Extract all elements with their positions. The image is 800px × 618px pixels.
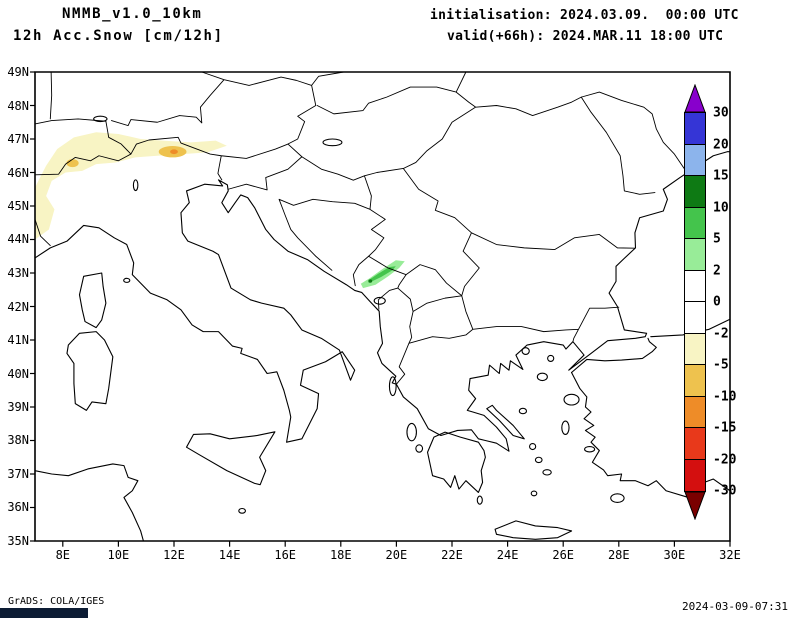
colorbar-level-label: 30 bbox=[713, 105, 729, 121]
coast-sardinia bbox=[67, 332, 113, 411]
coast-peloponnese bbox=[428, 432, 486, 492]
lon-label: 10E bbox=[107, 548, 130, 562]
lon-label: 30E bbox=[663, 548, 686, 562]
lon-label: 18E bbox=[329, 548, 352, 562]
grads-credit: GrADS: COLA/IGES bbox=[8, 596, 105, 607]
lat-label: 39N bbox=[7, 400, 29, 414]
lat-label: 40N bbox=[7, 366, 29, 381]
colorbar-segment bbox=[685, 459, 705, 491]
lon-label: 26E bbox=[552, 548, 575, 562]
colorbar-arrow-up-icon bbox=[684, 84, 706, 112]
lon-ticks bbox=[63, 541, 730, 547]
colorbar-level-label: -20 bbox=[713, 452, 737, 467]
lat-label: 41N bbox=[7, 333, 29, 347]
colorbar-segment bbox=[685, 428, 705, 460]
lat-label: 49N bbox=[7, 65, 29, 79]
colorbar-level-label: 2 bbox=[713, 263, 721, 278]
init-time-label: initialisation: 2024.03.09. 00:00 UTC bbox=[430, 8, 739, 23]
colorbar-segment bbox=[685, 113, 705, 145]
colorbar-scale bbox=[684, 112, 706, 492]
lat-label: 37N bbox=[7, 466, 29, 481]
lon-label: 24E bbox=[496, 548, 519, 562]
grads-corner-bar bbox=[0, 608, 88, 618]
map-canvas bbox=[35, 72, 730, 541]
colorbar-segment bbox=[685, 333, 705, 365]
colorbar-level-label: -5 bbox=[713, 357, 729, 373]
dinaric-snow-core bbox=[368, 279, 373, 283]
colorbar-segment bbox=[685, 144, 705, 176]
lon-label: 12E bbox=[163, 548, 185, 562]
alps-snow-moderate2 bbox=[66, 159, 79, 168]
alps-snow-strong bbox=[170, 149, 178, 155]
colorbar-level-label: 5 bbox=[713, 231, 721, 247]
colorbar-segment bbox=[685, 176, 705, 208]
valid-time-label: valid(+66h): 2024.MAR.11 18:00 UTC bbox=[447, 29, 724, 44]
lon-label: 16E bbox=[274, 548, 297, 562]
lat-label: 43N bbox=[7, 265, 29, 280]
lat-label: 35N bbox=[7, 534, 29, 548]
alps-snow-patch bbox=[35, 132, 227, 240]
lat-label: 42N bbox=[7, 299, 29, 314]
colorbar-level-label: -10 bbox=[713, 389, 737, 404]
colorbar-level-label: 15 bbox=[713, 168, 729, 184]
country-borders bbox=[35, 72, 687, 384]
lat-label: 47N bbox=[7, 132, 29, 146]
borders-central-europe bbox=[35, 72, 687, 246]
colorbar: 30 20 15 10 5 2 0 -2 -5 -10 -15 -20 -30 bbox=[684, 84, 746, 520]
colorbar-arrow-down-icon bbox=[684, 492, 706, 520]
lat-label: 36N bbox=[7, 500, 29, 515]
lat-ticks bbox=[30, 72, 35, 541]
lon-label: 28E bbox=[607, 548, 630, 562]
lat-label: 46N bbox=[7, 165, 29, 180]
lon-label: 22E bbox=[441, 548, 463, 562]
coast-europe-main bbox=[35, 152, 730, 451]
lakes bbox=[94, 116, 386, 304]
lon-label: 32E bbox=[719, 548, 741, 562]
coast-tunisia bbox=[35, 464, 143, 541]
map-plot-area: 49N 48N 47N 46N 45N 44N 43N 42N 41N 40N … bbox=[7, 72, 730, 541]
coast-crete bbox=[495, 521, 571, 539]
coast-turkey-marmara bbox=[572, 338, 657, 372]
coast-corsica bbox=[79, 273, 105, 328]
lat-label: 48N bbox=[7, 98, 29, 113]
coastlines bbox=[35, 116, 730, 541]
colorbar-level-label: 20 bbox=[713, 137, 729, 152]
colorbar-level-label: -2 bbox=[713, 326, 729, 341]
dinaric-snow-moderate bbox=[368, 266, 396, 284]
colorbar-segment bbox=[685, 239, 705, 271]
map-frame bbox=[35, 72, 730, 541]
colorbar-level-label: -30 bbox=[713, 483, 737, 499]
borders-balkans bbox=[279, 168, 635, 383]
coast-sicily bbox=[187, 432, 275, 485]
colorbar-segment bbox=[685, 396, 705, 428]
lon-label: 14E bbox=[218, 548, 241, 562]
colorbar-level-label: 0 bbox=[713, 294, 721, 310]
lon-label: 8E bbox=[55, 548, 71, 562]
lat-label: 38N bbox=[7, 433, 29, 448]
lon-label: 20E bbox=[385, 548, 408, 562]
lat-label: 45N bbox=[7, 198, 29, 213]
colorbar-level-label: 10 bbox=[713, 200, 729, 215]
colorbar-level-label: -15 bbox=[713, 420, 737, 436]
model-title: NMMB_v1.0_10km bbox=[62, 6, 203, 22]
colorbar-segment bbox=[685, 207, 705, 239]
colorbar-segment bbox=[685, 270, 705, 302]
coast-euboea bbox=[487, 405, 525, 439]
variable-title: 12h Acc.Snow [cm/12h] bbox=[13, 28, 224, 44]
islands bbox=[124, 278, 624, 513]
colorbar-segment bbox=[685, 365, 705, 397]
lat-label: 44N bbox=[7, 232, 29, 247]
coast-turkey-aegean bbox=[572, 372, 730, 497]
creation-timestamp: 2024-03-09-07:31 bbox=[682, 600, 788, 613]
colorbar-segment bbox=[685, 302, 705, 334]
